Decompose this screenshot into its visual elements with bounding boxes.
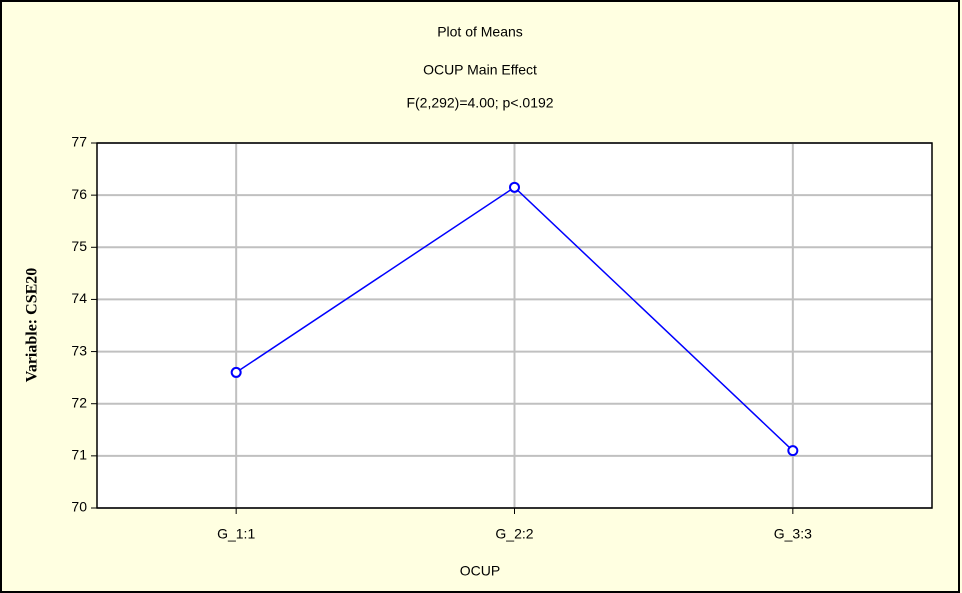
point (230, 366, 242, 378)
y-tick-label: 73 (71, 342, 87, 358)
annotation: F(2,292)=4.00; p<.0192 (406, 95, 553, 111)
plot-border (96, 142, 933, 509)
y-tick-label: 71 (71, 447, 87, 463)
x-axis-label: OCUP (460, 563, 500, 579)
point (509, 181, 520, 193)
y-tick-label: 72 (71, 394, 87, 410)
chart-title: Plot of Means (437, 24, 523, 40)
y-tick-label: 74 (71, 290, 87, 306)
x-tick-label: G_3:3 (774, 526, 812, 542)
chart-subtitle: OCUP Main Effect (423, 62, 537, 78)
point (787, 445, 799, 457)
y-tick-label: 77 (71, 134, 87, 150)
y-axis-label: Variable: CSE20 (24, 268, 41, 383)
y-tick-label: 75 (71, 238, 87, 254)
x-tick-label: G_2:2 (495, 526, 533, 542)
y-tick-label: 76 (71, 186, 87, 202)
y-tick-label: 70 (71, 499, 87, 515)
x-tick-label: G_1:1 (217, 526, 255, 542)
